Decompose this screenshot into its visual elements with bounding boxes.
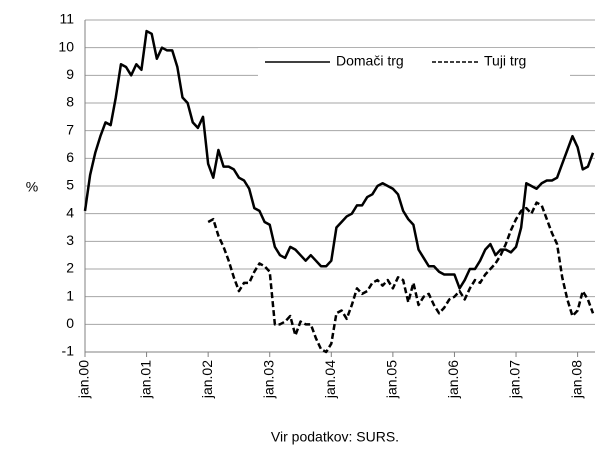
x-tick-label: jan.00 bbox=[76, 360, 92, 399]
y-tick-label: 2 bbox=[66, 260, 74, 276]
source-note: Vir podatkov: SURS. bbox=[271, 429, 399, 445]
y-axis-label: % bbox=[26, 179, 38, 195]
y-tick-label: -1 bbox=[62, 343, 75, 359]
y-tick-label: 1 bbox=[66, 287, 74, 303]
data-line bbox=[83, 29, 595, 290]
y-tick-label: 4 bbox=[66, 204, 74, 220]
x-tick-label: jan.08 bbox=[568, 360, 584, 399]
y-tick-label: 7 bbox=[66, 121, 74, 137]
legend-label: Tuji trg bbox=[484, 53, 526, 69]
x-tick-label: jan.06 bbox=[445, 360, 461, 399]
y-tick-label: 3 bbox=[66, 232, 74, 248]
x-tick-label: jan.01 bbox=[137, 360, 153, 399]
x-tick-label: jan.05 bbox=[384, 360, 400, 399]
y-tick-label: 9 bbox=[66, 66, 74, 82]
y-tick-label: 10 bbox=[58, 38, 74, 54]
x-tick-label: jan.03 bbox=[260, 360, 276, 399]
y-tick-label: 6 bbox=[66, 149, 74, 165]
y-tick-label: 11 bbox=[59, 11, 74, 27]
y-tick-label: 8 bbox=[66, 94, 74, 110]
x-tick-label: jan.02 bbox=[199, 360, 215, 399]
legend-label: Domači trg bbox=[336, 53, 404, 69]
y-tick-label: 5 bbox=[66, 177, 74, 193]
x-tick-label: jan.07 bbox=[507, 360, 523, 399]
data-line bbox=[207, 201, 595, 354]
y-tick-label: 0 bbox=[66, 315, 74, 331]
x-tick-label: jan.04 bbox=[322, 360, 338, 399]
